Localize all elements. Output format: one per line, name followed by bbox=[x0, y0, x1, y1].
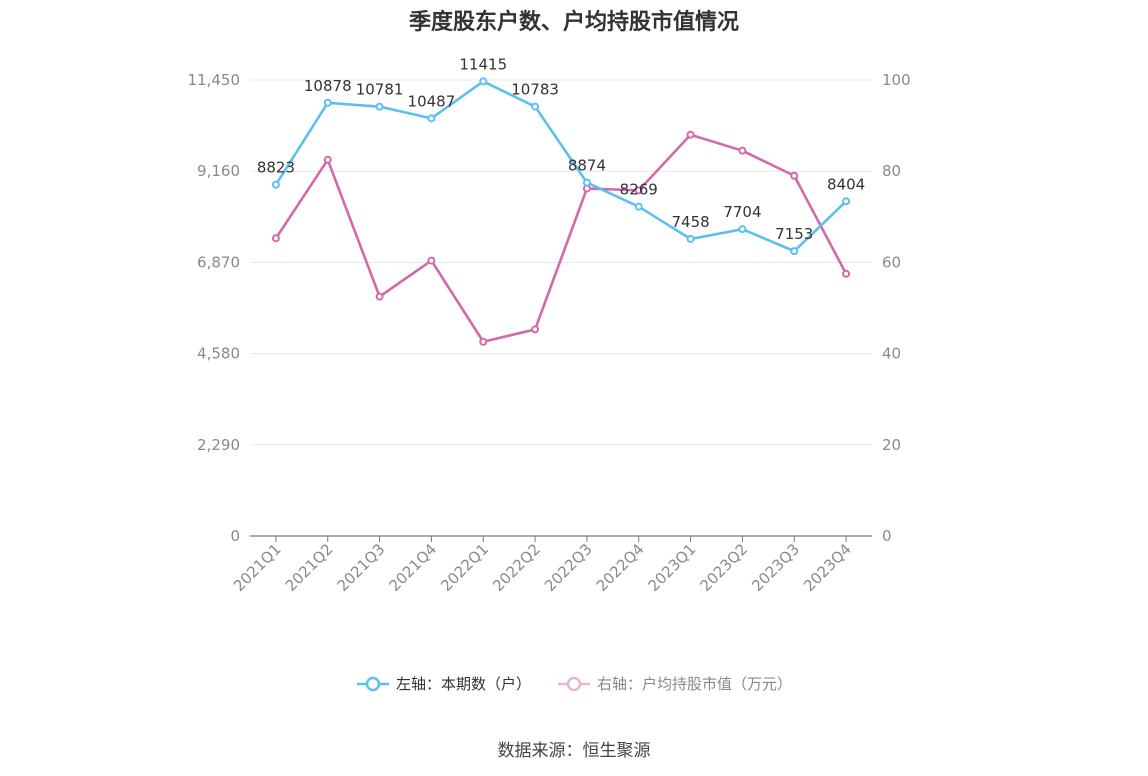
data-point-households bbox=[375, 102, 384, 111]
series-line-avg-value bbox=[274, 133, 848, 344]
data-point-households bbox=[271, 180, 280, 189]
x-tick-label: 2022Q2 bbox=[489, 540, 544, 595]
x-tick-label: 2021Q3 bbox=[334, 540, 389, 595]
legend-item-households[interactable]: 左轴：本期数（户） bbox=[356, 673, 531, 694]
legend-label-households: 左轴：本期数（户） bbox=[395, 675, 531, 693]
x-tick-label: 2023Q2 bbox=[696, 540, 751, 595]
data-label: 10878 bbox=[304, 77, 352, 95]
data-label: 8874 bbox=[568, 157, 606, 175]
data-label: 8404 bbox=[827, 175, 865, 193]
data-point-avg-value bbox=[790, 171, 799, 180]
y-left-tick-label: 9,160 bbox=[197, 162, 240, 180]
y-right-tick-label: 60 bbox=[882, 253, 901, 271]
data-source: 数据来源：恒生聚源 bbox=[497, 741, 651, 761]
series-line-households bbox=[274, 80, 847, 253]
y-left-tick-label: 0 bbox=[230, 527, 240, 545]
data-label: 7458 bbox=[671, 213, 709, 231]
y-right-tick-label: 20 bbox=[882, 436, 901, 454]
data-point-households bbox=[790, 247, 799, 256]
y-right-tick-label: 80 bbox=[882, 162, 901, 180]
y-left-tick-label: 4,580 bbox=[197, 345, 240, 363]
data-point-households bbox=[531, 102, 540, 111]
x-tick-label: 2022Q4 bbox=[593, 540, 648, 595]
data-point-avg-value bbox=[686, 130, 695, 139]
x-tick-label: 2021Q2 bbox=[282, 540, 337, 595]
chart-title: 季度股东户数、户均持股市值情况 bbox=[408, 10, 739, 35]
x-tick-label: 2021Q4 bbox=[385, 540, 440, 595]
data-label: 7704 bbox=[723, 203, 761, 221]
series-lines bbox=[271, 77, 851, 346]
data-label: 11415 bbox=[459, 55, 507, 73]
y-left-tick-label: 6,870 bbox=[197, 253, 240, 271]
x-tick-label: 2023Q3 bbox=[748, 540, 803, 595]
y-right-tick-label: 100 bbox=[882, 71, 911, 89]
data-point-avg-value bbox=[271, 234, 280, 243]
data-point-households bbox=[427, 114, 436, 123]
data-label: 7153 bbox=[775, 225, 813, 243]
data-point-avg-value bbox=[375, 292, 384, 301]
y-right-tick-label: 40 bbox=[882, 345, 901, 363]
x-tick-label: 2022Q3 bbox=[541, 540, 596, 595]
data-label: 8269 bbox=[620, 181, 658, 199]
data-point-households bbox=[634, 202, 643, 211]
data-label: 10781 bbox=[356, 81, 404, 99]
legend-item-avg-value[interactable]: 右轴：户均持股市值（万元） bbox=[557, 673, 792, 694]
legend: 左轴：本期数（户） 右轴：户均持股市值（万元） bbox=[0, 673, 1148, 694]
x-tick-label: 2022Q1 bbox=[437, 540, 492, 595]
data-point-households bbox=[842, 197, 851, 206]
data-point-avg-value bbox=[531, 325, 540, 334]
data-label: 10783 bbox=[511, 81, 559, 99]
y-left-tick-label: 11,450 bbox=[188, 71, 241, 89]
data-point-avg-value bbox=[738, 146, 747, 155]
axes: 0 2,290 4,580 6,870 9,160 11,450 0 20 40 60 80 100 2… bbox=[188, 71, 911, 595]
data-point-households bbox=[479, 77, 488, 86]
data-label: 10487 bbox=[408, 92, 456, 110]
legend-label-avg-value: 右轴：户均持股市值（万元） bbox=[597, 675, 793, 693]
x-tick-label: 2023Q1 bbox=[645, 540, 700, 595]
data-point-households bbox=[582, 178, 591, 187]
legend-households-icon bbox=[356, 676, 389, 691]
x-tick-label: 2021Q1 bbox=[230, 540, 285, 595]
y-right-tick-label: 0 bbox=[882, 527, 892, 545]
data-label: 8823 bbox=[257, 159, 295, 177]
x-tick-label: 2023Q4 bbox=[800, 540, 855, 595]
data-point-avg-value bbox=[479, 337, 488, 346]
data-point-avg-value bbox=[842, 269, 851, 278]
data-point-avg-value bbox=[634, 186, 643, 195]
legend-avg-value-icon bbox=[558, 676, 590, 691]
data-point-households bbox=[686, 234, 695, 243]
data-point-households bbox=[323, 98, 332, 107]
data-point-avg-value bbox=[323, 155, 332, 164]
y-left-tick-label: 2,290 bbox=[197, 436, 240, 454]
data-point-avg-value bbox=[427, 256, 436, 265]
data-point-households bbox=[738, 225, 747, 234]
